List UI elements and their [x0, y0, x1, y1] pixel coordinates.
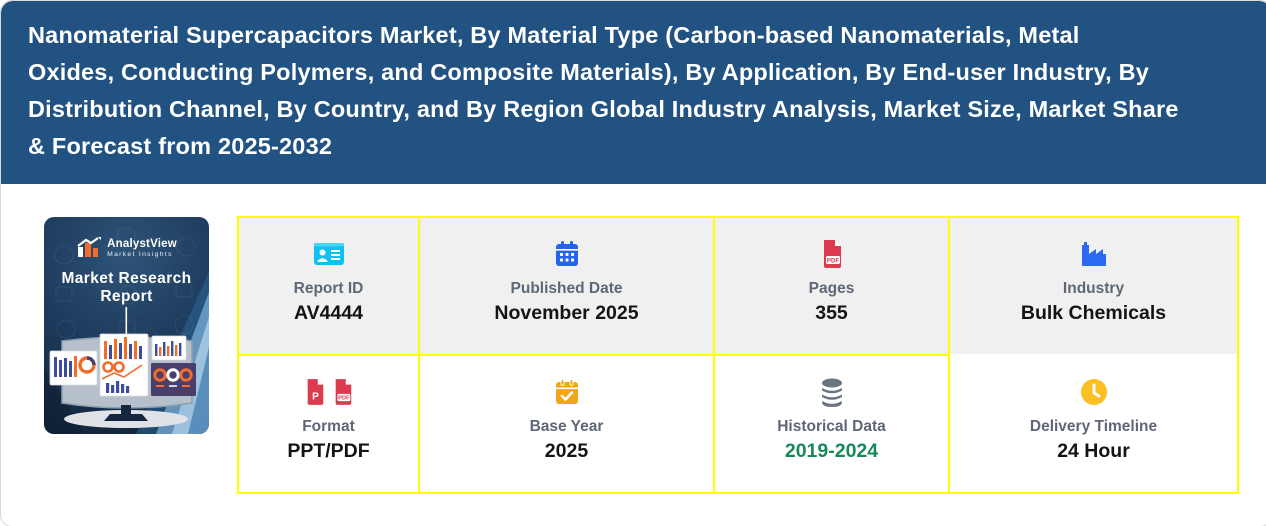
meta-value: 355 [815, 302, 848, 324]
calendar-icon [553, 237, 581, 271]
meta-cell-format: P PDF Format PPT/PDF [239, 356, 418, 492]
brand-name: AnalystView [107, 238, 177, 250]
svg-text:PDF: PDF [338, 396, 350, 402]
report-title-line: Distribution Channel, By Country, and By… [28, 96, 1179, 122]
meta-cell-published-date: Published Date November 2025 [420, 218, 713, 354]
report-title: Nanomaterial Supercapacitors Market, By … [28, 17, 1251, 165]
meta-column-4: Industry Bulk Chemicals Delivery Timelin… [950, 218, 1237, 492]
meta-label: Industry [1062, 280, 1125, 297]
report-title-line: Oxides, Conducting Polymers, and Composi… [28, 59, 1150, 85]
meta-label: Historical Data [777, 418, 886, 435]
cover-illustration [44, 227, 209, 434]
meta-cell-pages: PDF Pages 355 [715, 218, 948, 354]
database-icon [818, 375, 846, 409]
pdf-file-icon: PDF [335, 379, 351, 405]
cover-title-line2: Report [100, 288, 153, 305]
report-title-line: & Forecast from 2025-2032 [28, 133, 333, 159]
calendar-check-icon [553, 375, 581, 409]
meta-label: Delivery Timeline [1029, 418, 1158, 435]
meta-label: Format [302, 418, 355, 435]
id-card-icon [312, 237, 346, 271]
meta-value: 2019-2024 [784, 440, 879, 462]
cover-report-title: Market Research Report [44, 270, 209, 306]
meta-value: AV4444 [293, 302, 364, 324]
brand-tagline: Market Insights [107, 251, 173, 258]
report-cover-thumbnail: AnalystView Market Insights Market Resea… [44, 217, 209, 434]
meta-label: Published Date [510, 280, 623, 297]
meta-label: Pages [808, 280, 855, 297]
meta-cell-base-year: Base Year 2025 [420, 356, 713, 492]
meta-cell-delivery-timeline: Delivery Timeline 24 Hour [950, 356, 1237, 492]
report-title-banner: Nanomaterial Supercapacitors Market, By … [1, 1, 1266, 184]
meta-value: Bulk Chemicals [1020, 302, 1167, 324]
meta-value: 2025 [544, 440, 589, 462]
meta-cell-report-id: Report ID AV4444 [239, 218, 418, 354]
meta-value: 24 Hour [1057, 440, 1130, 462]
cover-title-line1: Market Research [61, 270, 192, 287]
ppt-pdf-file-icons: P PDF [304, 375, 354, 409]
analystview-logo-icon [77, 237, 102, 257]
column4-divider [950, 354, 1237, 356]
pdf-file-icon: PDF [820, 237, 844, 271]
ppt-file-icon: P [307, 379, 323, 405]
svg-text:PDF: PDF [826, 257, 839, 264]
meta-label: Report ID [293, 280, 364, 297]
report-title-line: Nanomaterial Supercapacitors Market, By … [28, 22, 1080, 48]
meta-label: Base Year [529, 418, 604, 435]
report-meta-grid: Report ID AV4444 Published Date November… [237, 216, 1239, 494]
meta-value: November 2025 [494, 302, 639, 324]
meta-cell-industry: Industry Bulk Chemicals [950, 218, 1237, 354]
svg-text:P: P [312, 391, 319, 402]
factory-icon [1079, 237, 1109, 271]
meta-value: PPT/PDF [287, 440, 370, 462]
meta-cell-historical-data: Historical Data 2019-2024 [715, 356, 948, 492]
clock-icon [1080, 375, 1108, 409]
cover-brand: AnalystView Market Insights [44, 237, 209, 259]
